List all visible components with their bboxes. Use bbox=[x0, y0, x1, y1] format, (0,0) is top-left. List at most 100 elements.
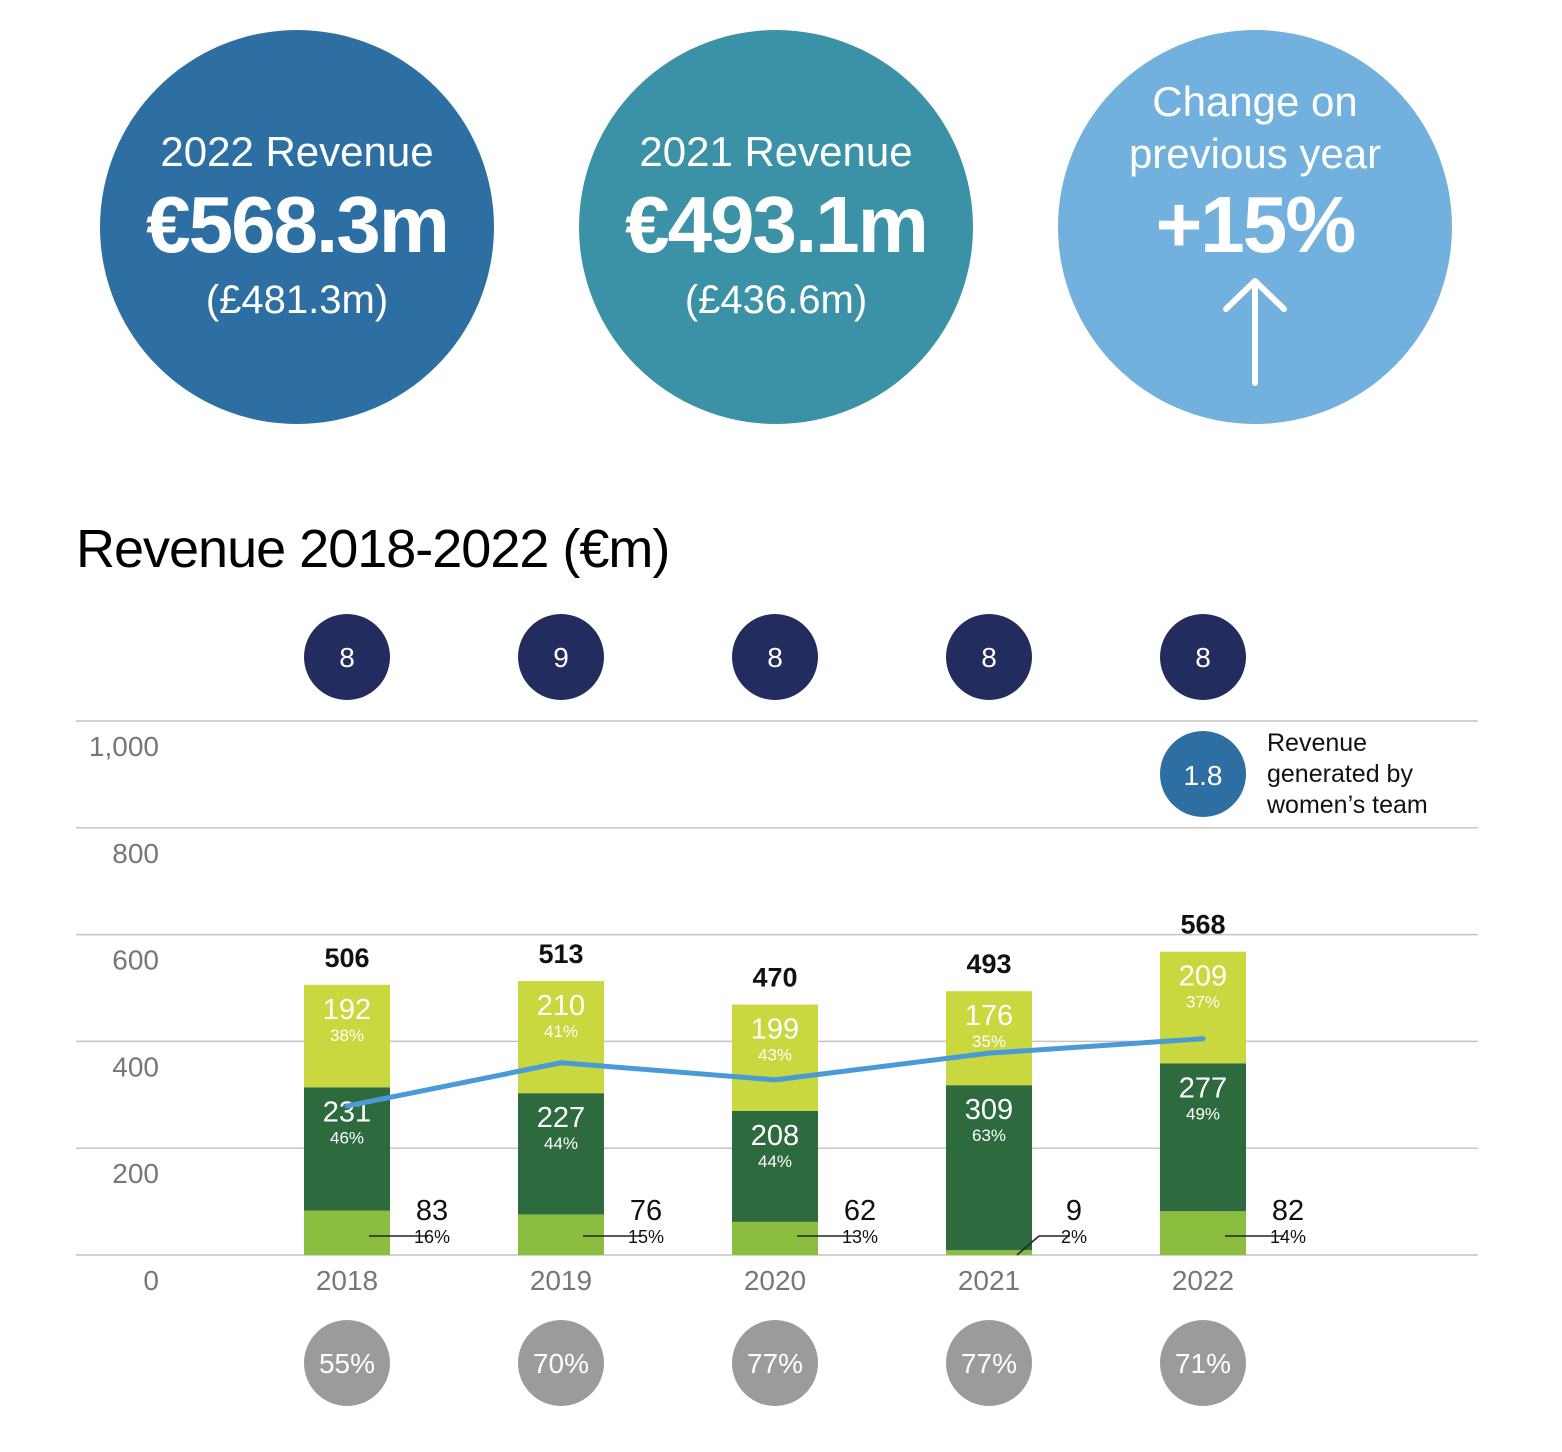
bar-segment bbox=[518, 1093, 604, 1215]
bottom-segment-value-label: 83 bbox=[416, 1195, 448, 1227]
bar-segment bbox=[1160, 1211, 1246, 1255]
top-badge bbox=[946, 614, 1032, 700]
top-badge bbox=[304, 614, 390, 700]
bottom-badge-label: 71% bbox=[1175, 1348, 1231, 1379]
bottom-badge bbox=[946, 1320, 1032, 1406]
change-label: Change on previous year bbox=[1128, 78, 1382, 177]
top-badge bbox=[732, 614, 818, 700]
y-tick-label: 1,000 bbox=[89, 731, 159, 762]
segment-pct-label: 63% bbox=[972, 1126, 1006, 1145]
women-team-line bbox=[344, 1036, 1206, 1109]
bottom-segment-pct-label: 14% bbox=[1270, 1227, 1306, 1247]
bottom-badge bbox=[1160, 1320, 1246, 1406]
x-tick-label: 2020 bbox=[744, 1265, 806, 1296]
segment-pct-label: 46% bbox=[330, 1128, 364, 1147]
bar-segment bbox=[946, 991, 1032, 1086]
bottom-segment-pct-label: 2% bbox=[1061, 1227, 1087, 1247]
change-value: +15% bbox=[1155, 180, 1357, 269]
bottom-segment-value-label: 9 bbox=[1066, 1195, 1082, 1227]
bar-total-label: 513 bbox=[538, 939, 583, 969]
segment-pct-label: 44% bbox=[544, 1134, 578, 1153]
top-badge-label: 8 bbox=[1195, 642, 1211, 673]
top-badge-label: 8 bbox=[767, 642, 783, 673]
segment-value-label: 227 bbox=[537, 1102, 585, 1134]
revenue-2021-value: €493.1m bbox=[625, 180, 929, 269]
up-arrow-icon bbox=[1223, 278, 1287, 386]
bottom-segment-value-label: 62 bbox=[844, 1195, 876, 1227]
bar-total-label: 470 bbox=[752, 963, 797, 993]
y-tick-label: 800 bbox=[112, 838, 159, 869]
bottom-segment-value-label: 76 bbox=[630, 1195, 662, 1227]
revenue-2021-label: 2021 Revenue bbox=[639, 128, 913, 175]
bar-segment bbox=[1160, 951, 1246, 1064]
legend-label: generated by bbox=[1267, 760, 1413, 788]
bottom-badge-label: 77% bbox=[961, 1348, 1017, 1379]
revenue-2021-gbp: (£436.6m) bbox=[684, 278, 868, 322]
legend-badge-value: 1.8 bbox=[1184, 760, 1223, 791]
bottom-segment-value-label: 82 bbox=[1272, 1195, 1304, 1227]
revenue-2022-circle: 2022 Revenue €568.3m (£481.3m) bbox=[100, 30, 494, 424]
y-tick-label: 0 bbox=[143, 1265, 159, 1296]
top-badge-label: 8 bbox=[981, 642, 997, 673]
bar-segment bbox=[1160, 1063, 1246, 1212]
bar-segment bbox=[304, 1210, 390, 1255]
chart-title: Revenue 2018-2022 (€m) bbox=[76, 519, 670, 579]
segment-value-label: 192 bbox=[323, 994, 371, 1026]
x-tick-label: 2018 bbox=[316, 1265, 378, 1296]
bar-segment bbox=[304, 984, 390, 1088]
bottom-badge-label: 55% bbox=[319, 1348, 375, 1379]
bottom-segment-pct-label: 16% bbox=[414, 1227, 450, 1247]
bar-segment bbox=[946, 1250, 1032, 1255]
bar-segment bbox=[518, 981, 604, 1094]
segment-pct-label: 37% bbox=[1186, 993, 1220, 1012]
callout-line bbox=[1016, 1235, 1040, 1256]
segment-value-label: 277 bbox=[1179, 1072, 1227, 1104]
bar-segment bbox=[732, 1221, 818, 1255]
segment-pct-label: 41% bbox=[544, 1022, 578, 1041]
bar-total-label: 493 bbox=[966, 949, 1011, 979]
bottom-badge-label: 77% bbox=[747, 1348, 803, 1379]
segment-value-label: 199 bbox=[751, 1014, 799, 1046]
legend-label: Revenue bbox=[1267, 729, 1367, 757]
bottom-badge-label: 70% bbox=[533, 1348, 589, 1379]
revenue-2022-label: 2022 Revenue bbox=[160, 128, 434, 175]
segment-value-label: 208 bbox=[751, 1120, 799, 1152]
x-tick-label: 2021 bbox=[958, 1265, 1020, 1296]
bar-segment bbox=[732, 1110, 818, 1222]
bottom-segment-pct-label: 15% bbox=[628, 1227, 664, 1247]
bottom-badge bbox=[518, 1320, 604, 1406]
bottom-badge bbox=[304, 1320, 390, 1406]
bottom-badge bbox=[732, 1320, 818, 1406]
segment-pct-label: 49% bbox=[1186, 1104, 1220, 1123]
segment-value-label: 210 bbox=[537, 990, 585, 1022]
revenue-2022-gbp: (£481.3m) bbox=[205, 278, 389, 322]
top-badge bbox=[1160, 614, 1246, 700]
change-circle: Change on previous year +15% bbox=[1058, 30, 1452, 424]
x-tick-label: 2019 bbox=[530, 1265, 592, 1296]
x-tick-label: 2022 bbox=[1172, 1265, 1234, 1296]
top-badge bbox=[518, 614, 604, 700]
bar-segment bbox=[732, 1004, 818, 1111]
bar-total-label: 568 bbox=[1180, 910, 1225, 940]
bar-segment bbox=[946, 1085, 1032, 1251]
legend-label: women’s team bbox=[1266, 791, 1428, 819]
legend-badge bbox=[1160, 731, 1246, 817]
bar-total-label: 506 bbox=[324, 943, 369, 973]
bar-segment bbox=[518, 1214, 604, 1255]
top-badge-label: 9 bbox=[553, 642, 569, 673]
revenue-2022-value: €568.3m bbox=[146, 180, 450, 269]
segment-pct-label: 35% bbox=[972, 1032, 1006, 1051]
segment-pct-label: 43% bbox=[758, 1046, 792, 1065]
segment-value-label: 309 bbox=[965, 1094, 1013, 1126]
segment-value-label: 176 bbox=[965, 1000, 1013, 1032]
revenue-2021-circle: 2021 Revenue €493.1m (£436.6m) bbox=[579, 30, 973, 424]
segment-pct-label: 44% bbox=[758, 1152, 792, 1171]
y-tick-label: 200 bbox=[112, 1158, 159, 1189]
bottom-segment-pct-label: 13% bbox=[842, 1227, 878, 1247]
top-badge-label: 8 bbox=[339, 642, 355, 673]
segment-pct-label: 38% bbox=[330, 1026, 364, 1045]
y-tick-label: 400 bbox=[112, 1051, 159, 1082]
y-tick-label: 600 bbox=[112, 945, 159, 976]
segment-value-label: 209 bbox=[1179, 961, 1227, 993]
